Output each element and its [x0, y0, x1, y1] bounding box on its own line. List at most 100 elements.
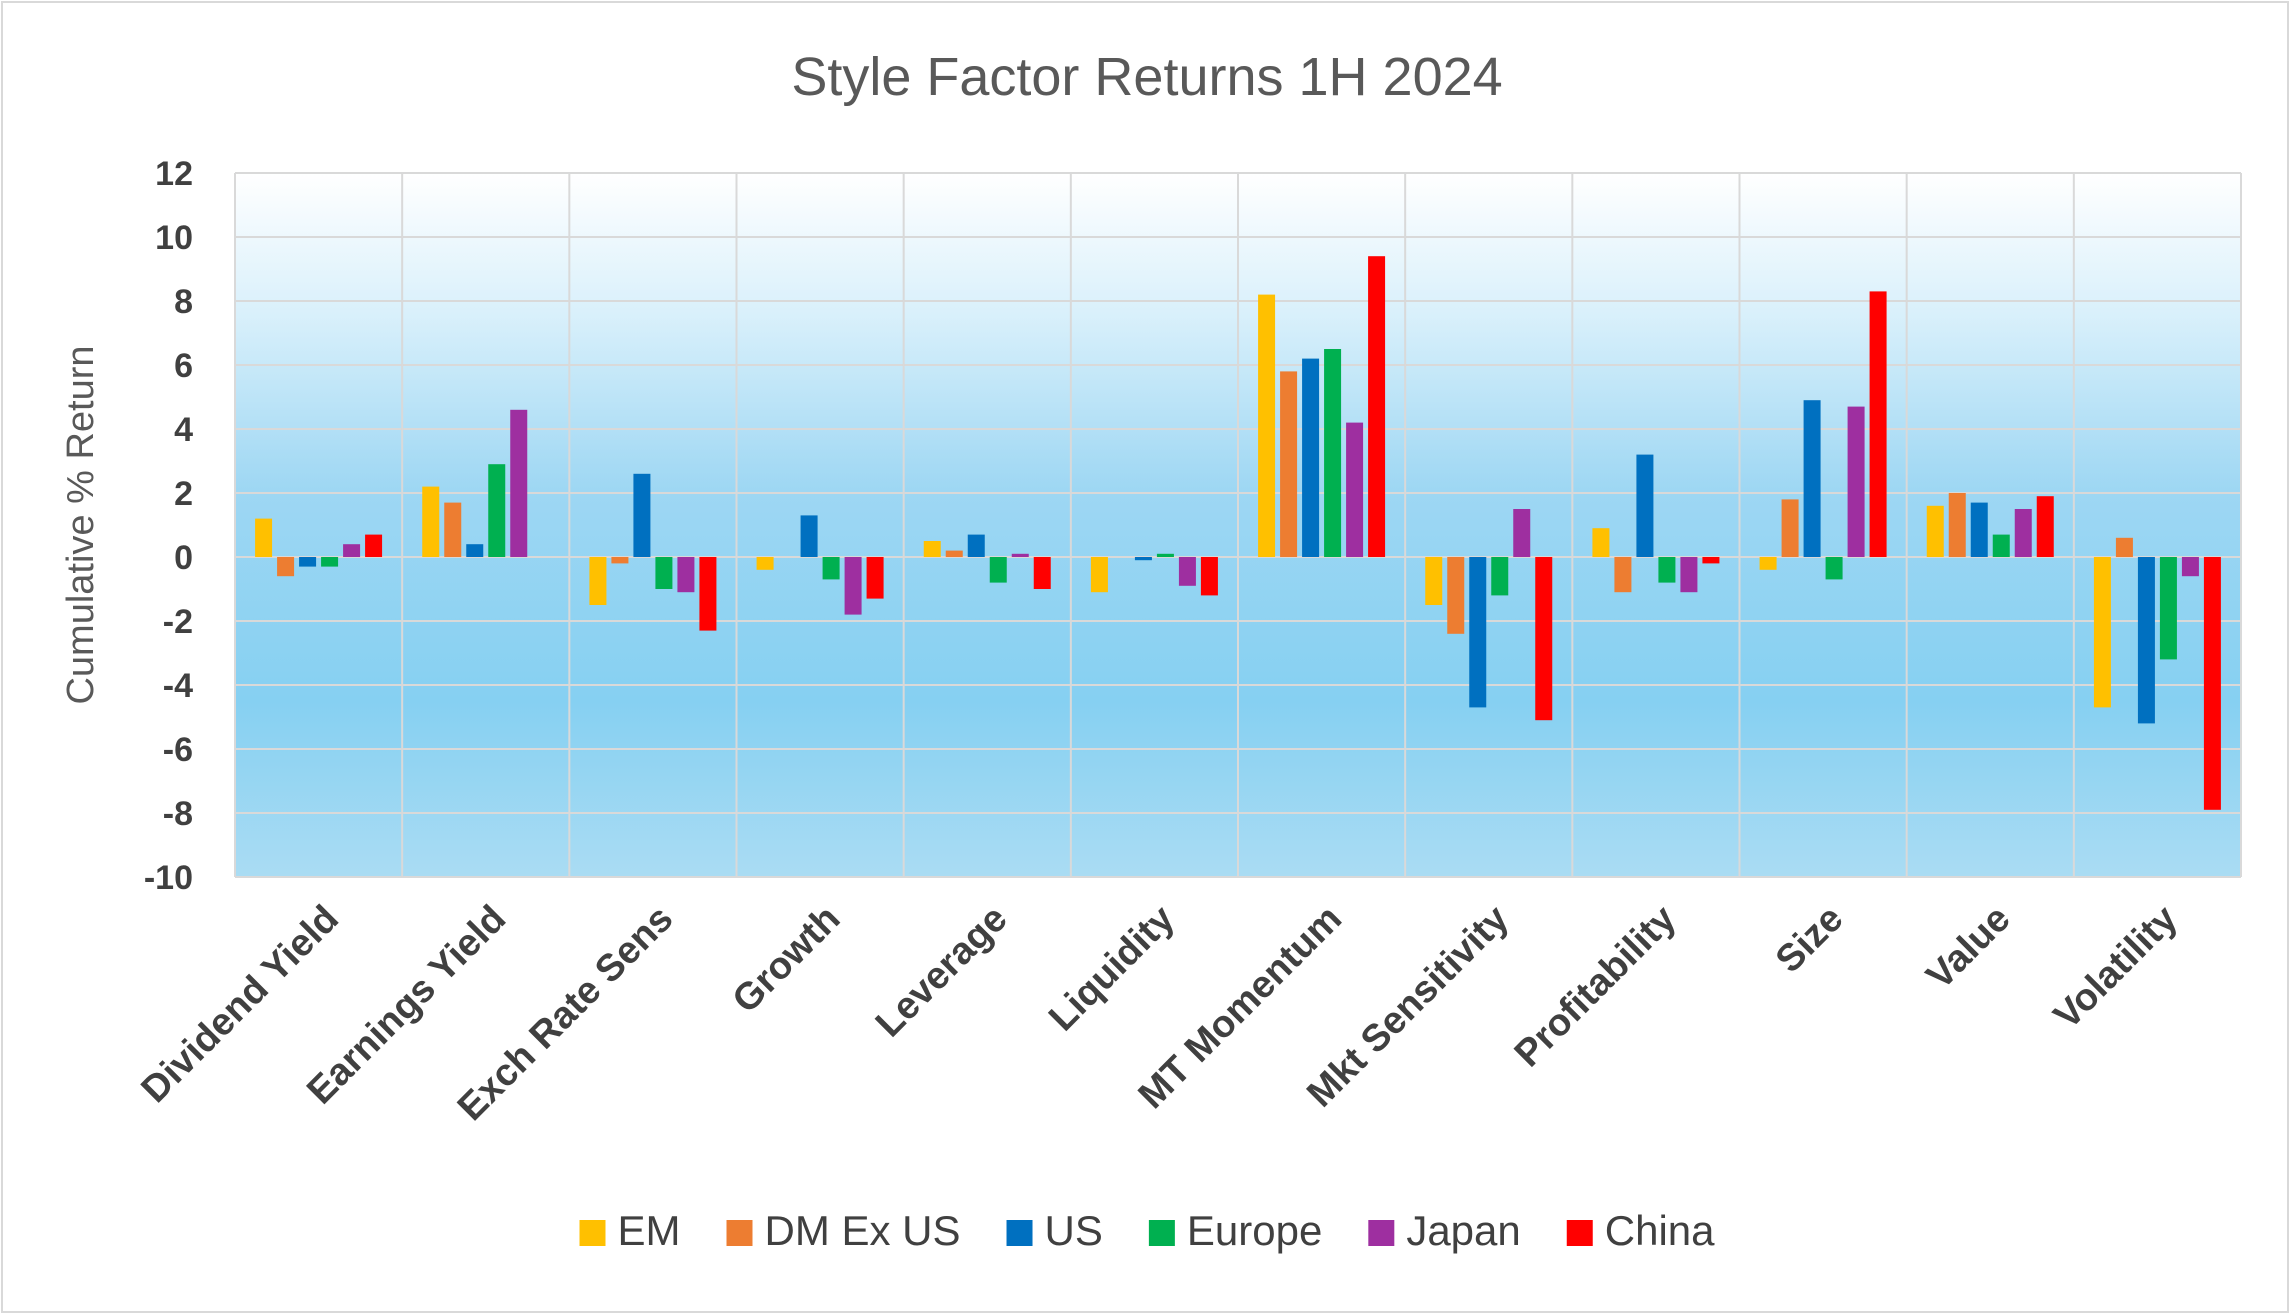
legend-swatch [1006, 1220, 1033, 1246]
bar-dm-ex-us-size [1781, 499, 1799, 557]
y-axis-label: Cumulative % Return [60, 345, 102, 704]
bar-em-mt-momentum [1258, 294, 1276, 557]
legend-item: Japan [1368, 1207, 1521, 1254]
legend-label: China [1605, 1207, 1715, 1254]
bar-europe-mkt-sensitivity [1491, 557, 1509, 596]
bar-em-growth [756, 557, 774, 570]
grid-layer [234, 172, 2242, 878]
bar-europe-earnings-yield [488, 464, 506, 557]
legend-swatch [579, 1220, 606, 1246]
legend-label: EM [618, 1207, 681, 1254]
x-tick-label: Profitability [1507, 898, 1685, 1076]
bar-em-earnings-yield [422, 486, 440, 557]
bar-us-leverage [967, 534, 985, 557]
bar-dm-ex-us-volatility [2115, 537, 2133, 557]
x-tick-label: Size [1768, 898, 1851, 981]
bar-europe-mt-momentum [1324, 349, 1342, 557]
bar-europe-volatility [2159, 557, 2177, 660]
bar-japan-liquidity [1178, 557, 1196, 586]
bar-china-exch-rate-sens [699, 557, 717, 631]
legend-swatch [1566, 1220, 1593, 1246]
bar-china-dividend-yield [365, 534, 383, 557]
bar-us-mkt-sensitivity [1469, 557, 1487, 708]
y-tick-label: -2 [163, 603, 193, 641]
y-tick-label: 6 [174, 347, 193, 385]
bar-china-leverage [1033, 557, 1051, 589]
bar-japan-mt-momentum [1346, 422, 1364, 557]
legend-label: US [1045, 1207, 1103, 1254]
x-tick-label: Growth [725, 898, 849, 1022]
legend-label: Europe [1187, 1207, 1322, 1254]
bar-us-size [1803, 400, 1821, 557]
legend-item: China [1566, 1207, 1715, 1254]
y-tick-label: 0 [174, 539, 193, 577]
bar-europe-liquidity [1156, 553, 1174, 557]
bar-us-value [1970, 502, 1988, 557]
bar-japan-exch-rate-sens [677, 557, 695, 593]
y-axis-ticks: -10 -8 -6 -4 -2 0 2 4 6 8 10 12 [144, 155, 193, 897]
y-tick-label: -10 [144, 859, 193, 897]
y-tick-label: 8 [174, 283, 193, 321]
bar-japan-growth [844, 557, 862, 615]
legend-label: Japan [1406, 1207, 1520, 1254]
bar-em-dividend-yield [255, 518, 273, 557]
bar-dm-ex-us-earnings-yield [444, 502, 462, 557]
bar-em-size [1759, 557, 1777, 570]
bar-us-volatility [2137, 557, 2155, 724]
bar-em-exch-rate-sens [589, 557, 607, 605]
bar-japan-earnings-yield [510, 409, 528, 557]
bar-europe-size [1825, 557, 1843, 580]
y-tick-label: 12 [155, 155, 193, 193]
chart-svg: Style Factor Returns 1H 2024 -10 -8 -6 -4 -2… [60, 47, 2242, 1254]
bar-us-earnings-yield [466, 544, 484, 557]
bar-dm-ex-us-profitability [1614, 557, 1632, 593]
bar-japan-mkt-sensitivity [1513, 509, 1531, 557]
bar-china-liquidity [1200, 557, 1218, 596]
bar-japan-profitability [1680, 557, 1698, 593]
bar-em-profitability [1592, 528, 1610, 557]
legend-item: US [1006, 1207, 1103, 1254]
bar-us-mt-momentum [1302, 358, 1320, 557]
y-tick-label: -6 [163, 731, 193, 769]
y-tick-label: 4 [174, 411, 193, 449]
legend-item: DM Ex US [726, 1207, 961, 1254]
bar-japan-dividend-yield [343, 544, 361, 557]
bar-europe-value [1992, 534, 2010, 557]
bar-china-growth [866, 557, 884, 599]
y-tick-label: -4 [163, 667, 193, 705]
x-tick-label: Value [1919, 898, 2019, 998]
bar-japan-value [2014, 509, 2032, 557]
y-tick-label: 2 [174, 475, 193, 513]
bar-em-value [1926, 505, 1944, 557]
bar-em-volatility [2093, 557, 2111, 708]
bar-japan-volatility [2181, 557, 2199, 577]
x-tick-label: Leverage [868, 898, 1016, 1046]
bar-em-liquidity [1090, 557, 1108, 593]
bar-europe-leverage [989, 557, 1007, 583]
bar-china-mkt-sensitivity [1535, 557, 1553, 721]
legend: EM DM Ex US US Europe Japan China [579, 1207, 1715, 1254]
legend-item: Europe [1148, 1207, 1322, 1254]
bar-europe-growth [822, 557, 840, 580]
bar-dm-ex-us-leverage [945, 550, 963, 557]
legend-item: EM [579, 1207, 681, 1254]
bar-em-leverage [923, 541, 941, 557]
legend-swatch [726, 1220, 753, 1246]
y-tick-label: 10 [155, 219, 193, 257]
bar-china-value [2036, 496, 2054, 557]
x-tick-label: Liquidity [1041, 898, 1183, 1040]
bar-europe-exch-rate-sens [655, 557, 673, 589]
bar-us-growth [800, 515, 818, 557]
bar-china-mt-momentum [1368, 256, 1386, 557]
bar-dm-ex-us-value [1948, 493, 1966, 557]
bar-us-exch-rate-sens [633, 473, 651, 557]
bar-dm-ex-us-dividend-yield [277, 557, 295, 577]
bar-europe-profitability [1658, 557, 1676, 583]
bars-layer [255, 256, 2221, 810]
bar-dm-ex-us-exch-rate-sens [611, 557, 629, 564]
x-tick-label: Volatility [2046, 898, 2186, 1038]
bar-europe-dividend-yield [321, 557, 339, 567]
bar-china-size [1869, 291, 1887, 557]
